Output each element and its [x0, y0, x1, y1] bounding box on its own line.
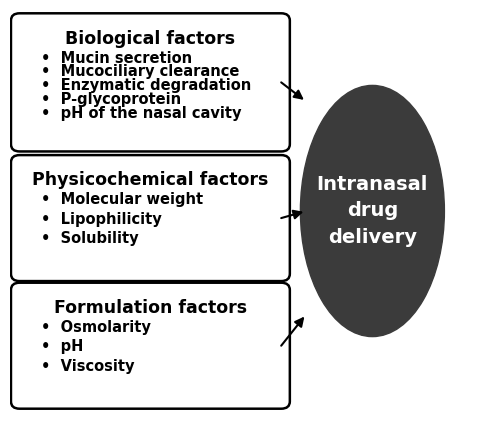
Text: Physicochemical factors: Physicochemical factors: [32, 171, 268, 189]
Text: •  Mucin secretion: • Mucin secretion: [41, 51, 192, 65]
Text: Formulation factors: Formulation factors: [54, 299, 247, 317]
Text: •  Molecular weight: • Molecular weight: [41, 192, 203, 207]
Text: •  Osmolarity: • Osmolarity: [41, 320, 151, 335]
Text: •  Mucociliary clearance: • Mucociliary clearance: [41, 64, 239, 79]
Text: •  Solubility: • Solubility: [41, 231, 139, 246]
Text: •  P-glycoprotein: • P-glycoprotein: [41, 92, 182, 107]
Text: •  Viscosity: • Viscosity: [41, 359, 134, 374]
Text: •  pH: • pH: [41, 339, 84, 354]
Text: Intranasal
drug
delivery: Intranasal drug delivery: [316, 175, 428, 247]
Text: Biological factors: Biological factors: [66, 30, 235, 48]
FancyBboxPatch shape: [11, 283, 290, 408]
FancyBboxPatch shape: [11, 14, 290, 151]
Ellipse shape: [300, 85, 444, 337]
Text: •  Enzymatic degradation: • Enzymatic degradation: [41, 78, 252, 93]
Text: •  Lipophilicity: • Lipophilicity: [41, 212, 162, 227]
Text: •  pH of the nasal cavity: • pH of the nasal cavity: [41, 106, 241, 121]
FancyBboxPatch shape: [11, 155, 290, 281]
